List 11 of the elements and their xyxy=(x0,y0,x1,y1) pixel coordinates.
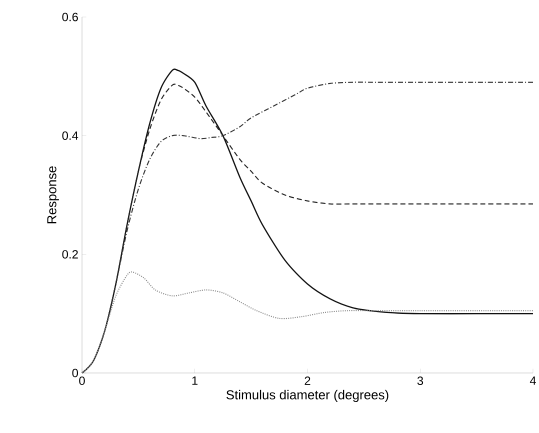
x-axis-title: Stimulus diameter (degrees) xyxy=(226,390,388,402)
y-tick-label: 0 xyxy=(72,368,78,378)
x-tick-label: 0 xyxy=(79,376,85,386)
x-tick-label: 4 xyxy=(530,376,536,385)
y-tick-label: 0.2 xyxy=(62,250,78,259)
y-tick-label: 0.6 xyxy=(62,12,78,22)
y-axis-title: Response xyxy=(47,166,59,224)
y-tick-label: 0.4 xyxy=(62,131,78,140)
x-tick-label: 2 xyxy=(304,376,310,385)
x-tick-label: 3 xyxy=(417,376,424,386)
x-tick-label: 1 xyxy=(192,376,198,385)
